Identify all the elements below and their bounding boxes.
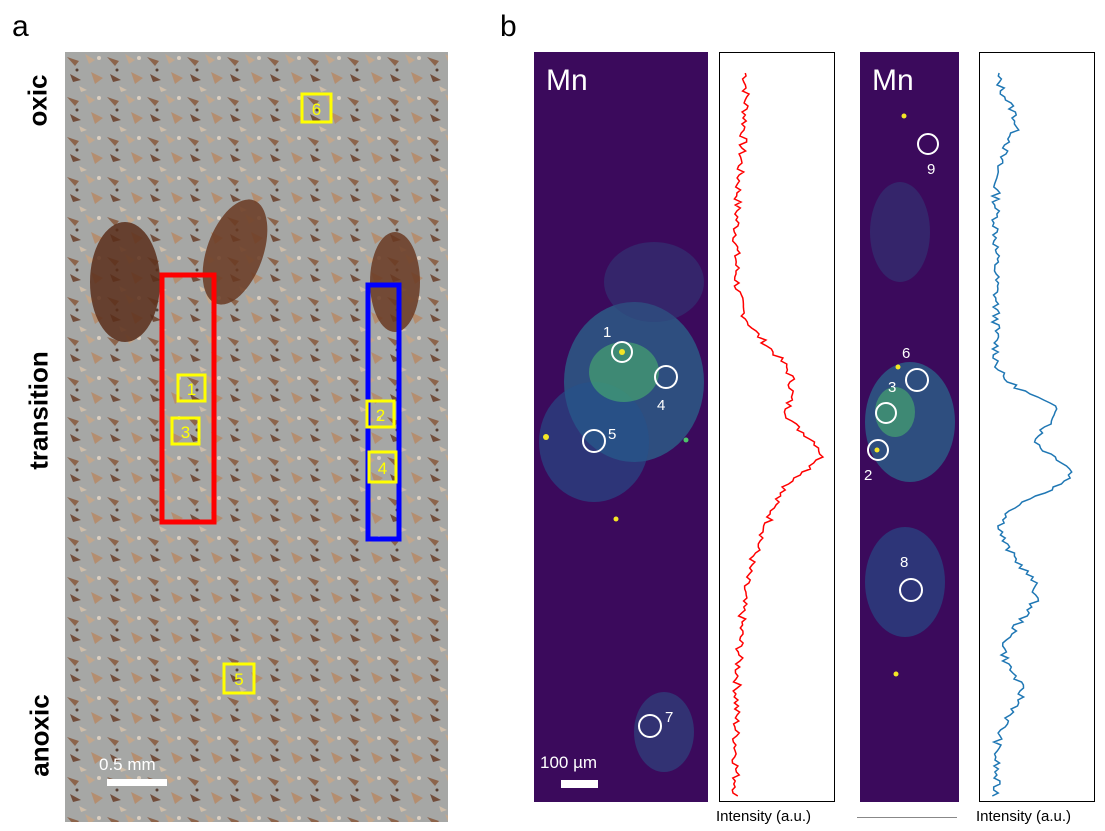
site-box-5: 5 xyxy=(222,662,256,695)
map2-element: Mn xyxy=(872,64,914,97)
photo-scale-label: 0.5 mm xyxy=(99,755,156,774)
spot-5: 5 xyxy=(582,426,616,453)
svg-text:7: 7 xyxy=(665,709,673,726)
map1-element: Mn xyxy=(546,64,588,97)
svg-text:3: 3 xyxy=(888,379,896,396)
svg-text:8: 8 xyxy=(900,554,908,571)
sediment-photo: 1 3 2 4 5 6 0.5 mm xyxy=(65,52,448,822)
svg-text:4: 4 xyxy=(657,397,665,414)
panel-b-letter: b xyxy=(500,10,517,43)
mn-map-1: Mn 1 4 5 7 100 µm xyxy=(534,52,708,802)
svg-text:2: 2 xyxy=(864,467,872,484)
profile-1-line xyxy=(731,72,825,797)
spot-3: 3 xyxy=(875,379,897,424)
transition-label: transition xyxy=(23,351,54,470)
site-box-1: 1 xyxy=(176,373,207,403)
spot-9: 9 xyxy=(917,133,939,178)
profile-1-box xyxy=(719,52,835,802)
profile-2-box xyxy=(979,52,1095,802)
map-scale-label: 100 µm xyxy=(540,753,597,772)
spot-6: 6 xyxy=(902,345,929,392)
oxic-label: oxic xyxy=(22,74,53,127)
mn-map-2: Mn 9 6 3 2 8 xyxy=(860,52,959,802)
profile-2-line xyxy=(990,72,1073,797)
profile-1-label: Intensity (a.u.) xyxy=(716,808,812,825)
separator-line xyxy=(857,817,957,818)
red-highlight-box xyxy=(159,272,217,525)
site-box-2: 2 xyxy=(365,399,396,429)
svg-text:5: 5 xyxy=(608,426,616,443)
site-label-4: 4 xyxy=(378,459,387,478)
spot-7: 7 xyxy=(638,709,673,738)
anoxic-label: anoxic xyxy=(24,694,55,777)
site-box-4: 4 xyxy=(367,450,398,484)
site-label-2: 2 xyxy=(376,406,385,425)
map-scale-bar xyxy=(561,780,598,788)
svg-text:6: 6 xyxy=(902,345,910,362)
site-box-6: 6 xyxy=(300,92,333,124)
svg-text:9: 9 xyxy=(927,161,935,178)
spot-1: 1 xyxy=(603,324,633,363)
site-label-3: 3 xyxy=(181,423,190,442)
svg-text:1: 1 xyxy=(603,324,611,341)
profile-2-label: Intensity (a.u.) xyxy=(976,808,1072,825)
spot-2: 2 xyxy=(864,439,889,484)
photo-scale-bar xyxy=(107,779,167,786)
site-box-3: 3 xyxy=(170,416,201,446)
site-label-5: 5 xyxy=(234,670,243,689)
spot-4: 4 xyxy=(654,365,678,414)
spot-8: 8 xyxy=(899,554,923,602)
panel-a-letter: a xyxy=(12,10,29,43)
site-label-6: 6 xyxy=(312,100,321,119)
site-label-1: 1 xyxy=(187,380,196,399)
